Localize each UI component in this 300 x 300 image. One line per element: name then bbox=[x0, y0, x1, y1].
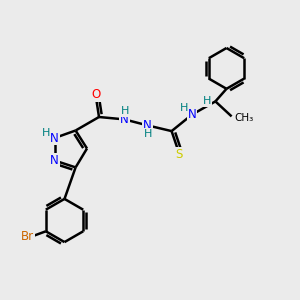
Text: N: N bbox=[188, 108, 196, 121]
Text: H: H bbox=[121, 106, 129, 116]
Text: N: N bbox=[50, 154, 59, 167]
Text: Br: Br bbox=[21, 230, 34, 243]
Text: N: N bbox=[50, 131, 59, 145]
Text: H: H bbox=[41, 128, 50, 139]
Text: H: H bbox=[203, 96, 211, 106]
Text: CH₃: CH₃ bbox=[234, 113, 253, 123]
Text: N: N bbox=[120, 113, 129, 126]
Text: S: S bbox=[175, 148, 182, 161]
Text: N: N bbox=[143, 119, 152, 132]
Text: H: H bbox=[179, 103, 188, 113]
Text: O: O bbox=[92, 88, 100, 101]
Text: H: H bbox=[144, 129, 152, 139]
